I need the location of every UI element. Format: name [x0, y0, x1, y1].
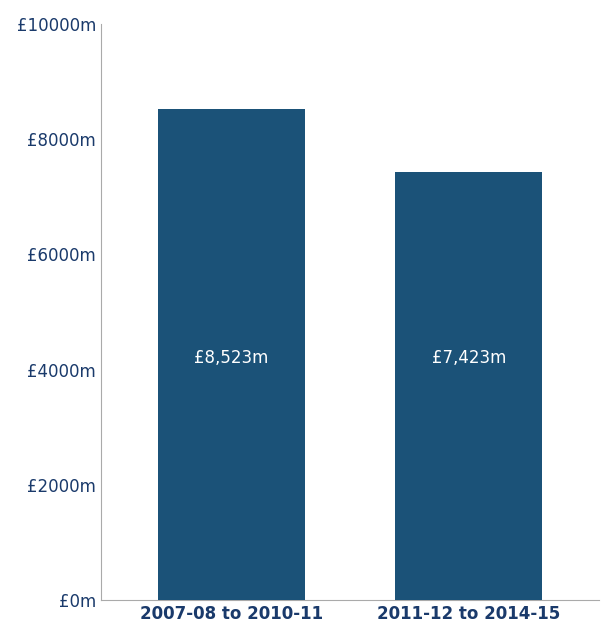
Bar: [158, 109, 305, 600]
Text: £7,423m: £7,423m: [432, 349, 506, 367]
Text: £8,523m: £8,523m: [194, 349, 269, 367]
Bar: [395, 172, 542, 600]
